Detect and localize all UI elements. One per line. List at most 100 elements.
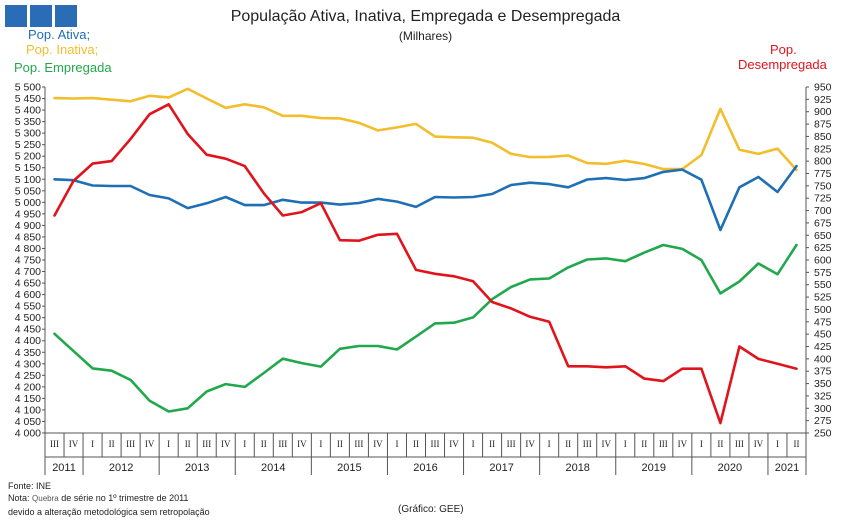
- x-axis-quarter-label: III: [735, 439, 744, 449]
- x-axis-quarter-label: II: [489, 439, 495, 449]
- x-axis-quarter-label: II: [185, 439, 191, 449]
- left-axis-tick-label: 4 100: [15, 404, 41, 416]
- x-axis-quarter-label: II: [717, 439, 723, 449]
- chart-credit: (Gráfico: GEE): [398, 504, 464, 515]
- left-axis-tick-label: 5 500: [15, 82, 41, 94]
- x-axis-quarter-label: II: [793, 439, 799, 449]
- legend-empregada: Pop. Empregada: [14, 60, 112, 75]
- x-axis-year-label: 2020: [718, 462, 742, 474]
- right-axis-tick-label: 300: [814, 403, 832, 415]
- x-axis-quarter-label: IV: [678, 439, 688, 449]
- legend-inativa: Pop. Inativa;: [26, 42, 99, 57]
- right-axis-tick-label: 825: [814, 143, 832, 155]
- x-axis-quarter-label: IV: [145, 439, 155, 449]
- x-axis-quarter-label: II: [565, 439, 571, 449]
- right-axis-tick-label: 750: [814, 180, 832, 192]
- x-axis-quarter-label: I: [548, 439, 551, 449]
- left-axis-tick-label: 5 250: [15, 139, 41, 151]
- left-axis-tick-label: 5 300: [15, 128, 41, 140]
- x-axis-quarter-label: IV: [525, 439, 535, 449]
- x-axis-quarter-label: III: [507, 439, 516, 449]
- footnote-note: Nota: Quebra de série no 1º trimestre de…: [8, 493, 188, 504]
- x-axis-quarter-label: II: [337, 439, 343, 449]
- chart-title: População Ativa, Inativa, Empregada e De…: [230, 8, 621, 25]
- right-axis-tick-label: 850: [814, 131, 832, 143]
- x-axis-quarter-label: I: [319, 439, 322, 449]
- left-axis-tick-label: 4 650: [15, 278, 41, 290]
- series-line-empregada: [53, 243, 798, 413]
- left-axis-tick-label: 4 500: [15, 312, 41, 324]
- x-axis-quarter-label: III: [202, 439, 211, 449]
- x-axis-quarter-label: IV: [221, 439, 231, 449]
- right-axis-tick-label: 700: [814, 205, 832, 217]
- left-axis-tick-label: 4 250: [15, 370, 41, 382]
- right-axis-tick-label: 475: [814, 316, 832, 328]
- left-axis-tick-label: 4 950: [15, 208, 41, 220]
- x-axis-quarter-label: IV: [69, 439, 79, 449]
- footnote-source: Fonte: INE: [8, 481, 52, 491]
- x-axis-quarter-label: IV: [754, 439, 764, 449]
- chart-subtitle: (Milhares): [398, 29, 453, 43]
- x-axis-quarter-label: I: [243, 439, 246, 449]
- right-axis-tick-label: 275: [814, 415, 832, 427]
- series-line-inativa: [53, 87, 798, 172]
- logo-square-3: [55, 5, 77, 27]
- series-line-desempregada: [53, 103, 798, 425]
- left-axis-tick-label: 5 400: [15, 105, 41, 117]
- x-axis-quarter-label: I: [395, 439, 398, 449]
- right-axis-tick-label: 875: [814, 119, 832, 131]
- x-axis-quarter-label: III: [50, 439, 59, 449]
- x-axis-quarter-label: II: [109, 439, 115, 449]
- right-axis-tick-label: 675: [814, 217, 832, 229]
- right-axis-tick-label: 375: [814, 366, 832, 378]
- left-axis-tick-label: 4 000: [15, 428, 41, 440]
- legend-ativa: Pop. Ativa;: [28, 27, 91, 42]
- left-axis-tick-label: 4 850: [15, 231, 41, 243]
- series-line-ativa: [53, 164, 798, 232]
- left-axis-tick-label: 4 050: [15, 416, 41, 428]
- x-axis-quarter-label: III: [583, 439, 592, 449]
- left-axis-tick-label: 5 350: [15, 116, 41, 128]
- right-axis-tick-label: 725: [814, 193, 832, 205]
- footnote-note-prefix: Nota:: [8, 493, 30, 503]
- x-axis-quarter-label: I: [700, 439, 703, 449]
- left-axis-tick-label: 5 100: [15, 174, 41, 186]
- footnote-note-rest: de série no 1º trimestre de 2011: [61, 493, 189, 503]
- x-axis-year-label: 2011: [52, 462, 76, 474]
- left-axis-tick-label: 4 150: [15, 393, 41, 405]
- left-axis-tick-label: 4 750: [15, 255, 41, 267]
- left-axis-tick-label: 4 300: [15, 358, 41, 370]
- left-axis-tick-label: 4 350: [15, 347, 41, 359]
- right-axis-tick-label: 500: [814, 304, 832, 316]
- x-axis-year-label: 2018: [565, 462, 589, 474]
- right-axis-tick-label: 550: [814, 279, 832, 291]
- right-axis-tick-label: 450: [814, 329, 832, 341]
- left-axis-tick-label: 5 000: [15, 197, 41, 209]
- left-axis-tick-label: 5 050: [15, 185, 41, 197]
- x-axis-year-label: 2021: [775, 462, 799, 474]
- x-axis-year-label: 2014: [261, 462, 285, 474]
- x-axis-quarter-label: IV: [601, 439, 611, 449]
- right-axis-tick-label: 250: [814, 428, 832, 440]
- right-axis-tick-label: 650: [814, 230, 832, 242]
- left-axis-tick-label: 4 800: [15, 243, 41, 255]
- x-axis-quarter-label: II: [413, 439, 419, 449]
- footnote-note-quebra: Quebra: [32, 494, 59, 503]
- left-axis-tick-label: 5 150: [15, 162, 41, 174]
- x-axis-year-label: 2013: [185, 462, 209, 474]
- x-axis-quarter-label: I: [776, 439, 779, 449]
- left-axis-tick-label: 5 200: [15, 151, 41, 163]
- x-axis-year-label: 2016: [413, 462, 437, 474]
- left-axis-tick-label: 4 550: [15, 301, 41, 313]
- x-axis-quarter-label: I: [624, 439, 627, 449]
- right-axis-tick-label: 575: [814, 267, 832, 279]
- x-axis-quarter-label: II: [641, 439, 647, 449]
- x-axis-quarter-label: I: [91, 439, 94, 449]
- right-axis-tick-label: 625: [814, 242, 832, 254]
- right-axis-tick-label: 950: [814, 82, 832, 94]
- x-axis-quarter-label: IV: [297, 439, 307, 449]
- x-axis-year-label: 2015: [337, 462, 361, 474]
- x-axis-quarter-label: IV: [373, 439, 383, 449]
- left-axis-tick-label: 4 900: [15, 220, 41, 232]
